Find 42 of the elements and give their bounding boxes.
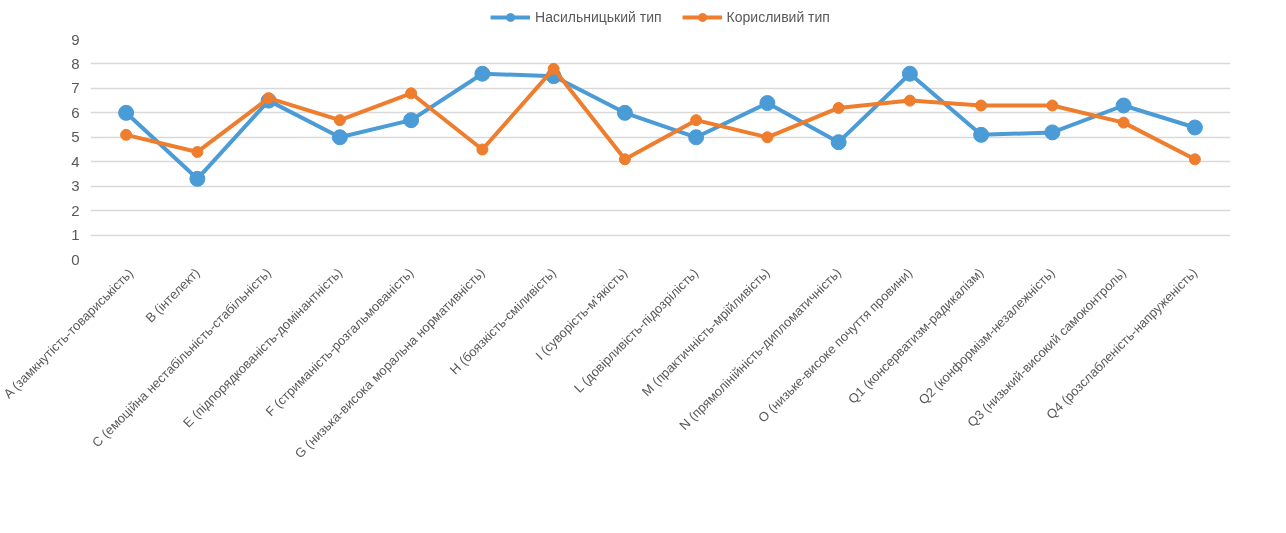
point [403, 112, 420, 129]
point [1188, 153, 1201, 166]
point [759, 95, 776, 112]
point [262, 92, 275, 105]
y-tick-label: 5 [71, 128, 80, 146]
legend-label: Насильницький тип [535, 9, 662, 25]
y-tick-label: 9 [71, 30, 80, 48]
point [474, 65, 491, 82]
point [1186, 119, 1203, 136]
point [975, 99, 988, 112]
point [333, 114, 346, 127]
point [331, 129, 348, 146]
legend-label: Корисливий тип [726, 9, 830, 25]
y-tick-label: 8 [71, 54, 80, 72]
y-tick-label: 4 [71, 152, 80, 170]
y-tick-label: 6 [71, 103, 80, 121]
point [690, 114, 703, 127]
point [191, 145, 204, 158]
point [547, 62, 560, 75]
point [903, 94, 916, 107]
point [1115, 97, 1132, 114]
point [901, 65, 918, 82]
y-tick-label: 2 [71, 201, 80, 219]
point [973, 126, 990, 143]
point [120, 128, 133, 141]
point [189, 170, 206, 187]
point [1117, 116, 1130, 129]
point [118, 104, 135, 121]
point [616, 104, 633, 121]
point [476, 143, 489, 156]
point [688, 129, 705, 146]
point [405, 87, 418, 100]
point [1044, 124, 1061, 141]
point [832, 101, 845, 114]
point [618, 153, 631, 166]
y-tick-label: 3 [71, 177, 80, 195]
point [1046, 99, 1059, 112]
y-tick-label: 7 [71, 79, 80, 97]
y-tick-label: 0 [71, 250, 80, 268]
point [761, 131, 774, 144]
point [830, 134, 847, 151]
y-tick-label: 1 [71, 226, 80, 244]
